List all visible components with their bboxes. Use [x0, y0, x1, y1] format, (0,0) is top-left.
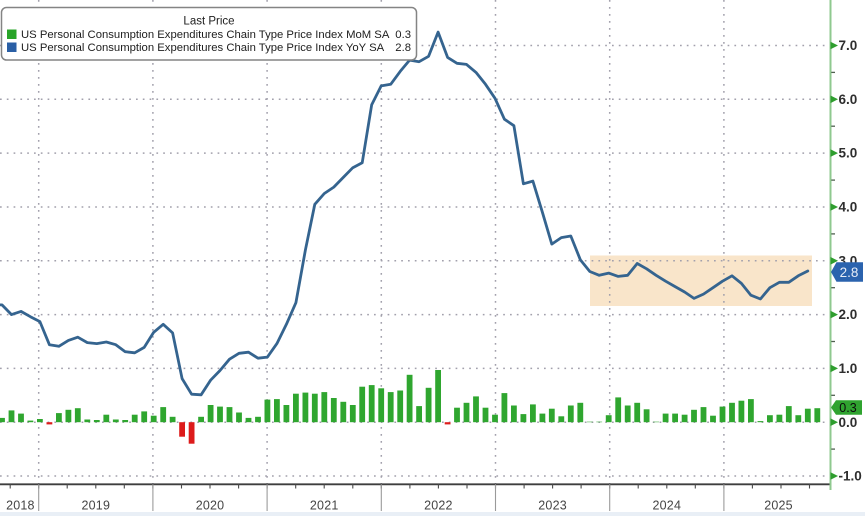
- svg-text:2022: 2022: [424, 499, 453, 513]
- svg-text:2.0: 2.0: [839, 307, 858, 322]
- svg-text:7.0: 7.0: [839, 38, 858, 53]
- svg-text:2020: 2020: [196, 499, 225, 513]
- svg-text:-1.0: -1.0: [839, 469, 862, 484]
- svg-text:US Personal Consumption Expend: US Personal Consumption Expenditures Cha…: [21, 42, 385, 54]
- svg-text:Last Price: Last Price: [183, 16, 234, 28]
- svg-text:2021: 2021: [310, 499, 339, 513]
- svg-text:2019: 2019: [81, 499, 110, 513]
- svg-text:2018: 2018: [6, 499, 35, 513]
- svg-text:0.0: 0.0: [839, 415, 858, 430]
- svg-text:2025: 2025: [764, 499, 793, 513]
- svg-text:0.3: 0.3: [395, 29, 411, 41]
- svg-text:2.8: 2.8: [840, 265, 859, 280]
- svg-text:2.8: 2.8: [395, 42, 411, 54]
- svg-text:4.0: 4.0: [839, 200, 858, 215]
- svg-text:2024: 2024: [652, 499, 681, 513]
- svg-text:1.0: 1.0: [839, 361, 858, 376]
- svg-text:5.0: 5.0: [839, 146, 858, 161]
- svg-text:2023: 2023: [538, 499, 567, 513]
- svg-text:0.3: 0.3: [839, 401, 856, 415]
- svg-text:US Personal Consumption Expend: US Personal Consumption Expenditures Cha…: [21, 29, 390, 41]
- svg-text:6.0: 6.0: [839, 92, 858, 107]
